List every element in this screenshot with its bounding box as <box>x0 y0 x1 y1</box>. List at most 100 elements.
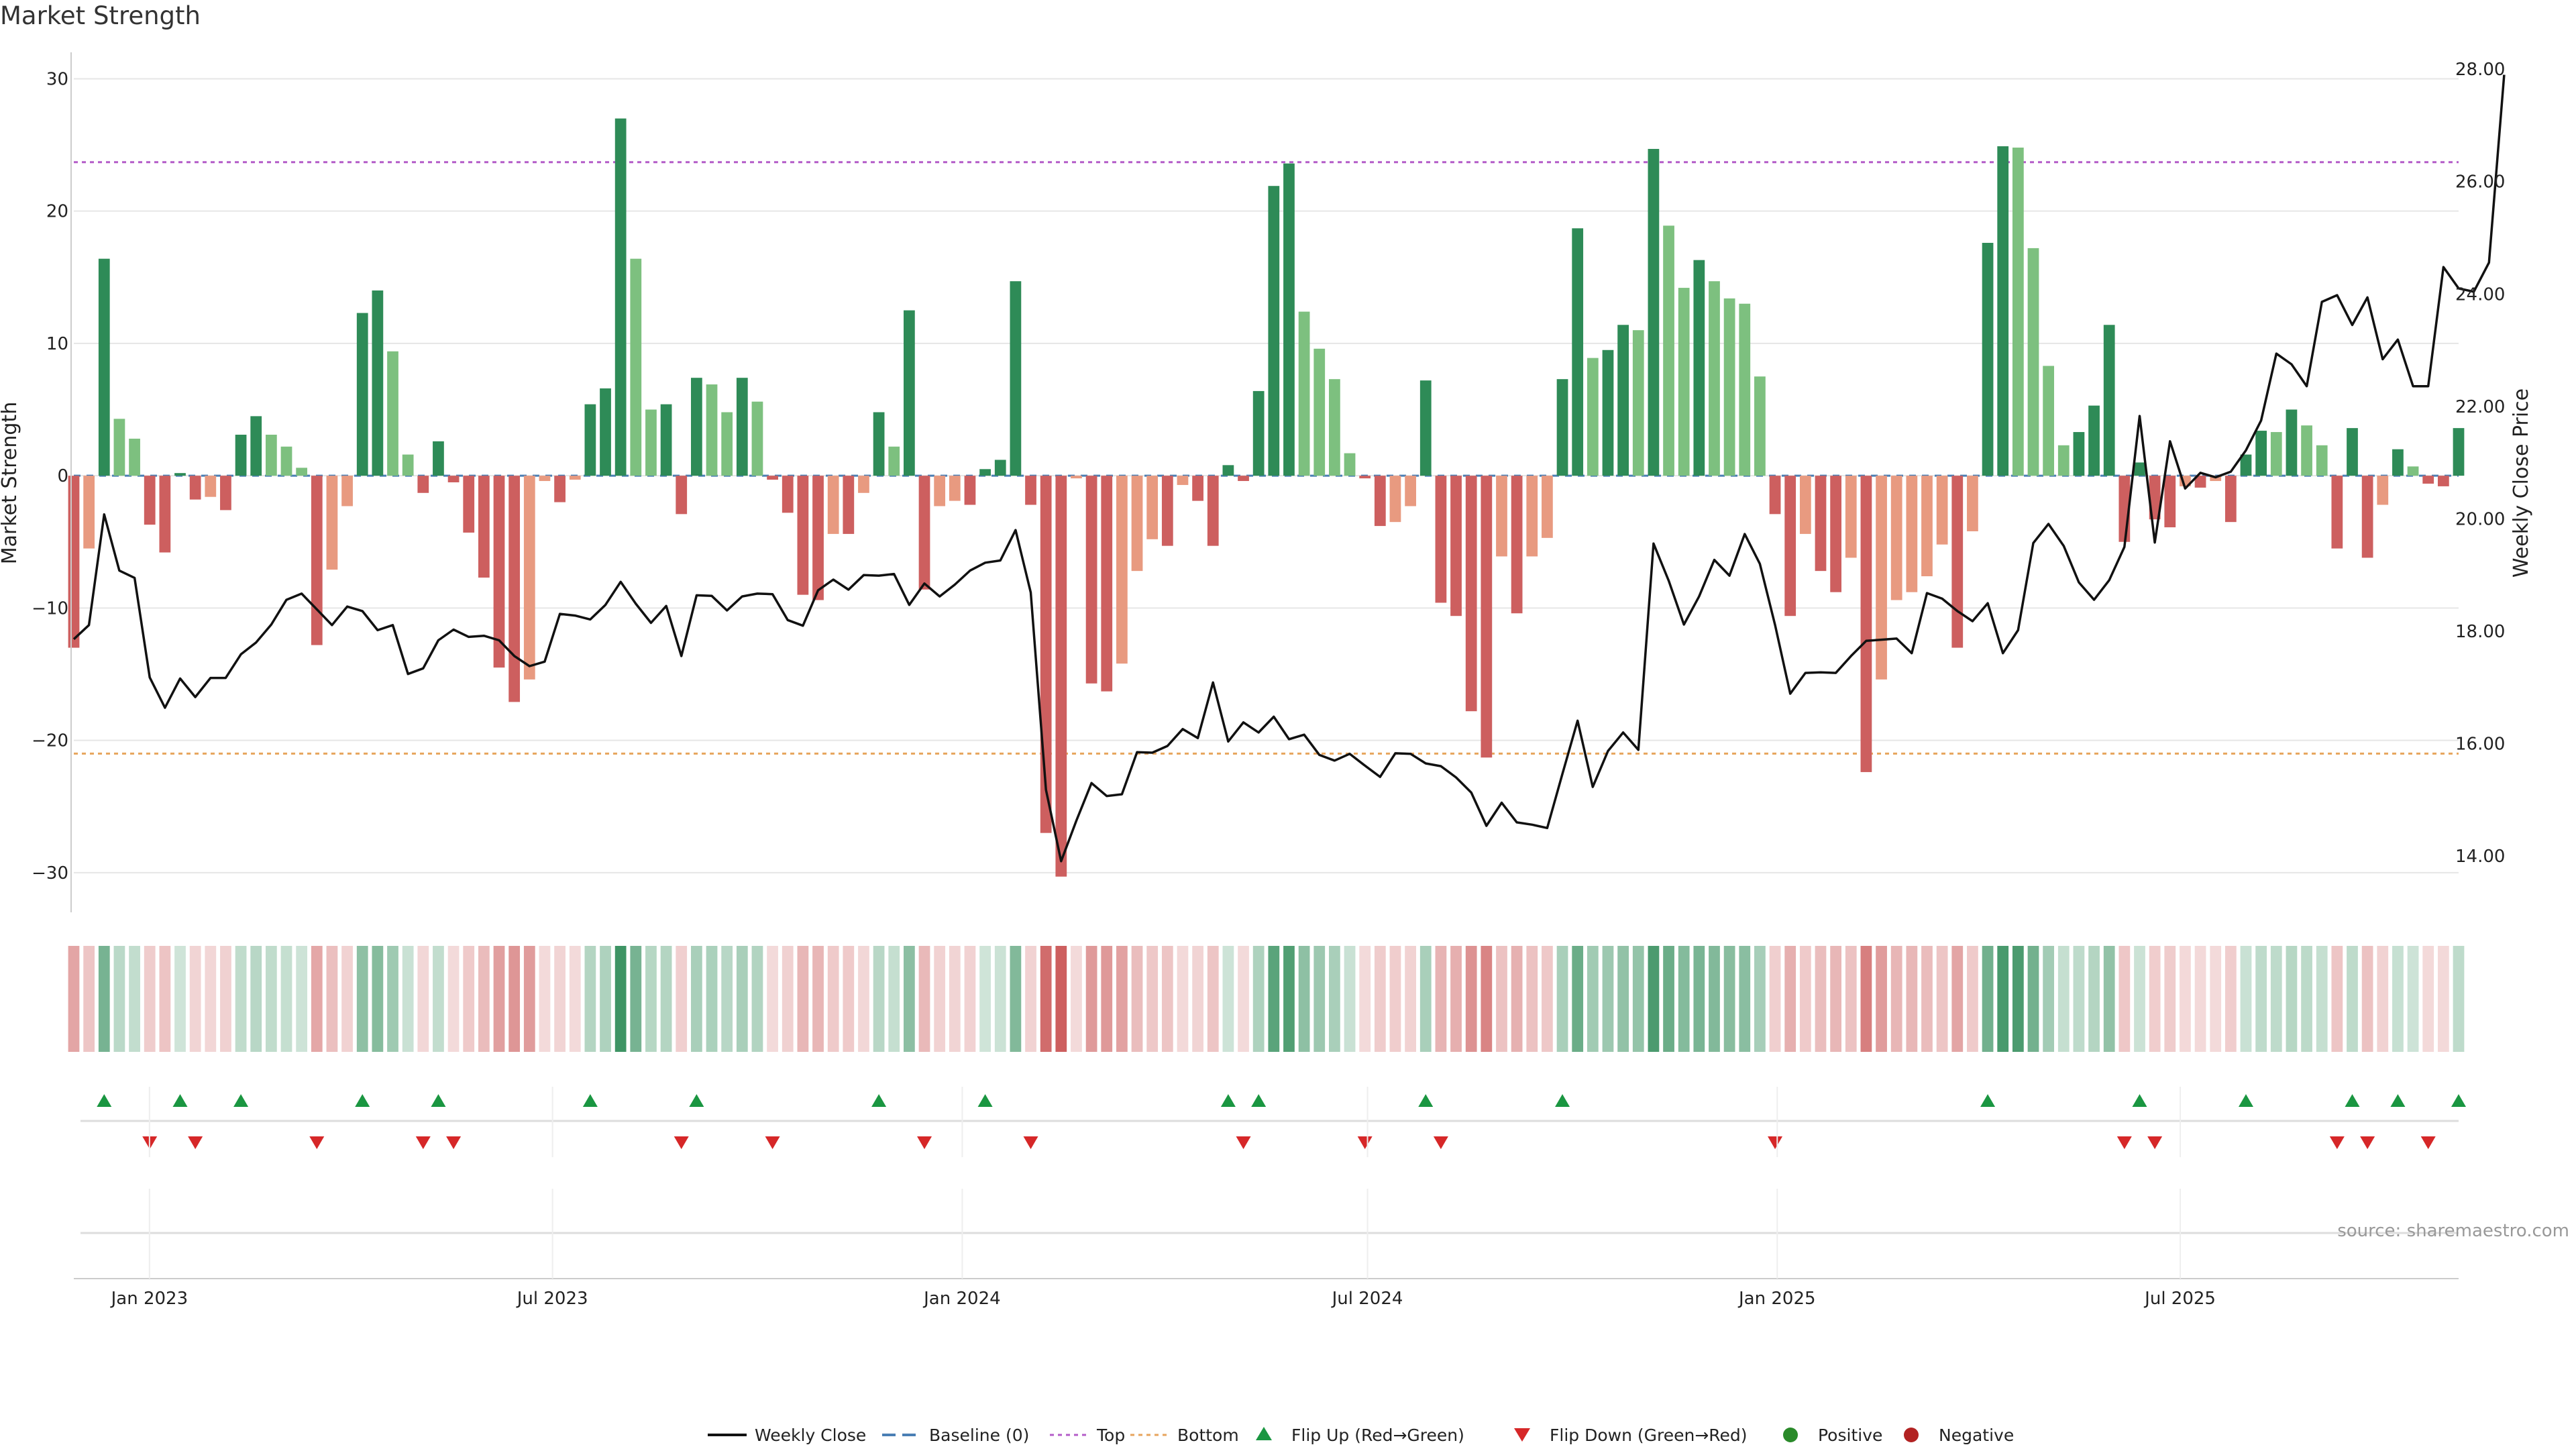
heat-cell <box>2437 946 2449 1052</box>
strength-bar <box>812 476 824 600</box>
heat-cell <box>584 946 596 1052</box>
strength-bar <box>2407 466 2419 476</box>
strength-bar <box>2422 476 2434 484</box>
heat-cell <box>1663 946 1674 1052</box>
heat-cell <box>2057 946 2070 1052</box>
strength-bar <box>493 476 505 668</box>
flip-down-marker <box>674 1136 689 1149</box>
heat-cell <box>2210 946 2222 1052</box>
heat-cell <box>1465 946 1477 1052</box>
strength-bar <box>1374 476 1386 527</box>
strength-bar <box>539 476 551 482</box>
flip-down-marker <box>1357 1136 1373 1149</box>
strength-bar <box>2027 248 2039 476</box>
heat-cell <box>751 946 763 1052</box>
strength-bar <box>1739 303 1751 476</box>
heat-cell <box>1648 946 1660 1052</box>
strength-bar <box>1648 148 1660 476</box>
heat-cell <box>1374 946 1386 1052</box>
heat-cell <box>1101 946 1113 1052</box>
strength-bar <box>2437 476 2449 486</box>
heat-cell <box>1860 946 1872 1052</box>
strength-bar <box>1131 476 1143 572</box>
strength-bar <box>1207 476 1219 546</box>
heat-cell <box>2361 946 2373 1052</box>
flip-up-marker <box>2345 1094 2360 1107</box>
heat-cell <box>2027 946 2039 1052</box>
strength-bar <box>934 476 946 506</box>
strength-bar <box>964 476 976 505</box>
heat-cell <box>1161 946 1173 1052</box>
heat-cell <box>220 946 231 1052</box>
heat-cell <box>1116 946 1128 1052</box>
heat-cell <box>827 946 839 1052</box>
heat-cell <box>858 946 869 1052</box>
y-tick-label: −20 <box>32 731 68 751</box>
flip-up-marker <box>2132 1094 2147 1107</box>
heat-cell <box>797 946 809 1052</box>
strength-bar <box>372 290 384 476</box>
strength-bar <box>265 434 277 476</box>
heat-cell <box>2012 946 2024 1052</box>
y2-tick-label: 20.00 <box>2455 509 2505 529</box>
heat-cell <box>964 946 976 1052</box>
heat-cell <box>1754 946 1766 1052</box>
strength-bar <box>159 476 171 553</box>
heat-cell <box>2194 946 2206 1052</box>
legend-label: Flip Down (Green→Red) <box>1550 1426 1748 1445</box>
heat-cell <box>1572 946 1584 1052</box>
heat-cell <box>1709 946 1720 1052</box>
heat-cell <box>1010 946 1022 1052</box>
strength-bar <box>2347 428 2358 476</box>
strength-bar <box>645 409 657 476</box>
heat-cell <box>1252 946 1265 1052</box>
strength-bar <box>782 476 794 513</box>
reference-lines <box>74 161 2459 755</box>
strength-bar <box>311 476 323 645</box>
heat-cell <box>2180 946 2191 1052</box>
strength-bar <box>1283 163 1295 476</box>
heat-cell <box>2407 946 2419 1052</box>
heat-cell <box>1556 946 1568 1052</box>
flip-up-marker <box>1251 1094 1267 1107</box>
legend-swatch-flip-up <box>1256 1427 1272 1440</box>
heat-cell <box>1967 946 1978 1052</box>
legend-label: Weekly Close <box>755 1426 866 1445</box>
strength-bar <box>1723 298 1735 476</box>
x-tick-label: Jan 2025 <box>1737 1289 1816 1309</box>
strength-bar <box>2057 445 2070 476</box>
strength-bar <box>1936 476 1948 545</box>
heat-cell <box>630 946 642 1052</box>
heat-cell <box>918 946 930 1052</box>
strength-bar <box>1465 476 1477 712</box>
heat-cell <box>2088 946 2100 1052</box>
heat-cell <box>843 946 855 1052</box>
heat-cell <box>1389 946 1401 1052</box>
heat-cell <box>1678 946 1690 1052</box>
strength-bar <box>387 351 398 476</box>
flip-up-marker <box>1555 1094 1570 1107</box>
y-axis-label: Market Strength <box>0 402 21 564</box>
heat-cell <box>372 946 384 1052</box>
strength-bar <box>1921 476 1933 577</box>
strength-bar <box>1556 379 1568 476</box>
heat-cell <box>508 946 521 1052</box>
heat-cell <box>2301 946 2312 1052</box>
heat-cell <box>1617 946 1629 1052</box>
strength-bar <box>68 476 80 648</box>
strength-bar <box>2453 428 2465 476</box>
heat-cell <box>98 946 110 1052</box>
strength-bar <box>417 476 429 493</box>
heat-cell <box>1602 946 1614 1052</box>
heat-cell <box>676 946 688 1052</box>
heat-cell <box>1222 946 1234 1052</box>
heat-cell <box>2377 946 2389 1052</box>
strength-bar <box>1997 146 2009 476</box>
strength-bar <box>189 476 201 500</box>
heat-cell <box>1177 946 1189 1052</box>
strength-bar <box>2224 476 2237 523</box>
heat-cell <box>129 946 140 1052</box>
strength-bar <box>1161 476 1173 546</box>
strength-bar <box>827 476 839 534</box>
strength-bar <box>1496 476 1507 557</box>
